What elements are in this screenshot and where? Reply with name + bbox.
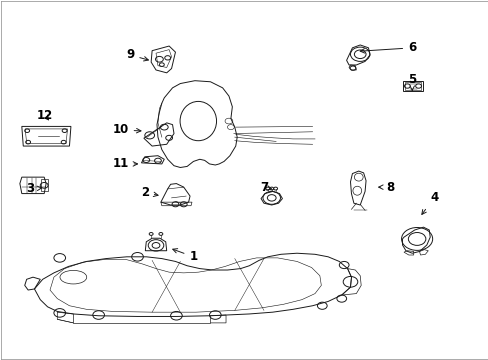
Text: 2: 2: [141, 186, 158, 199]
Text: 4: 4: [421, 192, 437, 215]
Text: 12: 12: [37, 109, 53, 122]
Text: 10: 10: [112, 123, 141, 136]
Text: 11: 11: [112, 157, 137, 170]
Text: 9: 9: [126, 49, 148, 62]
Text: 8: 8: [378, 181, 394, 194]
Text: 5: 5: [407, 73, 415, 90]
Text: 7: 7: [259, 181, 271, 194]
Text: 6: 6: [360, 41, 415, 54]
Text: 3: 3: [26, 183, 41, 195]
Text: 1: 1: [172, 249, 197, 263]
